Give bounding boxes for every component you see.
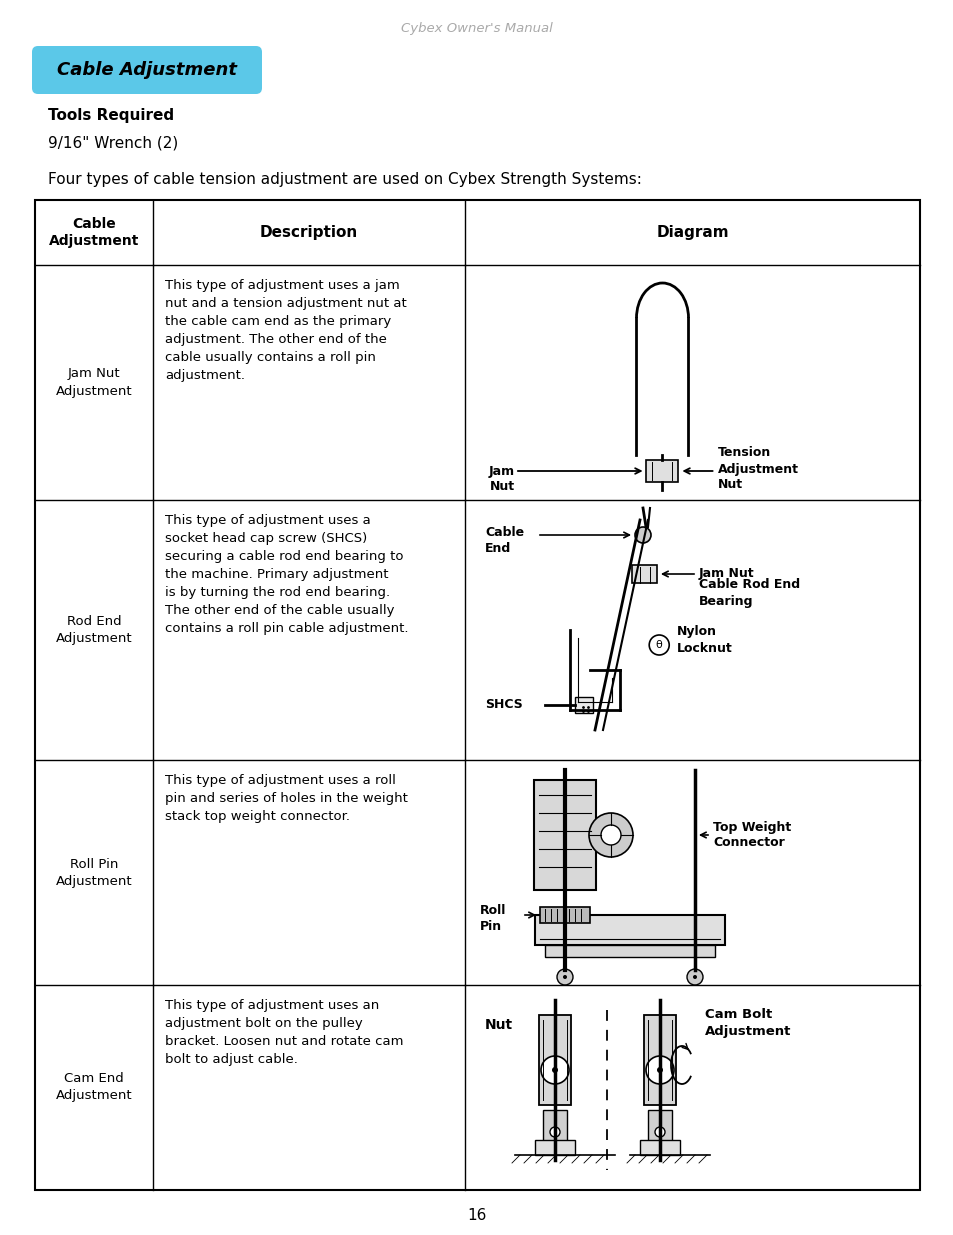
Circle shape [550,1128,559,1137]
Text: Cam End
Adjustment: Cam End Adjustment [55,1072,132,1103]
Text: Roll
Pin: Roll Pin [479,904,506,932]
Circle shape [600,825,620,845]
Bar [35,200,919,1191]
Text: 16: 16 [467,1208,486,1223]
Circle shape [649,635,668,655]
Text: 9/16" Wrench (2): 9/16" Wrench (2) [48,135,178,149]
Text: Jam Nut: Jam Nut [699,568,754,580]
Text: Rod End
Adjustment: Rod End Adjustment [55,615,132,645]
Text: Tension
Adjustment
Nut: Tension Adjustment Nut [717,447,798,492]
Bar [535,1140,575,1155]
Text: This type of adjustment uses an
adjustment bolt on the pulley
bracket. Loosen nu: This type of adjustment uses an adjustme… [165,999,403,1066]
Circle shape [686,969,702,986]
Text: This type of adjustment uses a roll
pin and series of holes in the weight
stack : This type of adjustment uses a roll pin … [165,774,408,823]
Text: This type of adjustment uses a
socket head cap screw (SHCS)
securing a cable rod: This type of adjustment uses a socket he… [165,514,408,635]
Text: Tools Required: Tools Required [48,107,174,124]
Text: Cable Adjustment: Cable Adjustment [57,61,236,79]
Text: Roll Pin
Adjustment: Roll Pin Adjustment [55,857,132,888]
FancyBboxPatch shape [32,46,262,94]
Bar [639,1140,679,1155]
Text: Cable
Adjustment: Cable Adjustment [49,217,139,248]
Circle shape [635,527,650,543]
Bar [534,781,596,890]
Text: Jam Nut
Adjustment: Jam Nut Adjustment [55,368,132,398]
Bar [539,906,589,923]
Bar [647,1110,671,1145]
Bar [538,1015,571,1105]
Bar [631,564,657,583]
Text: Top Weight
Connector: Top Weight Connector [712,820,790,850]
Text: Cybex Owner's Manual: Cybex Owner's Manual [400,22,553,35]
Text: Cam Bolt
Adjustment: Cam Bolt Adjustment [704,1009,791,1037]
Circle shape [562,974,566,979]
Circle shape [655,1128,664,1137]
Text: Nylon
Locknut: Nylon Locknut [677,625,732,655]
Text: Four types of cable tension adjustment are used on Cybex Strength Systems:: Four types of cable tension adjustment a… [48,172,641,186]
Bar [646,459,678,482]
Text: θ: θ [655,640,662,650]
Text: Nut: Nut [484,1018,513,1032]
Circle shape [657,1067,662,1073]
Circle shape [557,969,573,986]
Bar [575,697,593,713]
Text: This type of adjustment uses a jam
nut and a tension adjustment nut at
the cable: This type of adjustment uses a jam nut a… [165,279,406,382]
Circle shape [692,974,697,979]
Circle shape [645,1056,673,1084]
Bar [535,915,724,945]
Text: SHCS: SHCS [484,699,522,711]
Bar [643,1015,676,1105]
Text: Cable Rod End
Bearing: Cable Rod End Bearing [699,578,800,608]
Circle shape [540,1056,568,1084]
Bar [542,1110,566,1145]
Text: Cable
End: Cable End [484,526,523,555]
Circle shape [588,813,633,857]
Text: Description: Description [259,225,357,240]
Bar [544,945,714,957]
Text: Jam
Nut: Jam Nut [488,464,515,494]
Text: Diagram: Diagram [656,225,728,240]
Circle shape [552,1067,558,1073]
